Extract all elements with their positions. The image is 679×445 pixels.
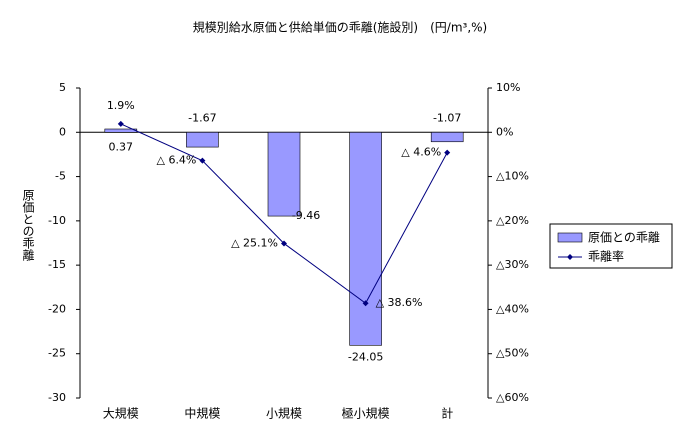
y2-tick-label: △10% (496, 170, 529, 183)
line-marker (199, 157, 206, 164)
bar-value-label: -9.46 (292, 209, 320, 222)
bar (186, 131, 219, 148)
line-value-label: △ 6.4% (156, 154, 196, 167)
line-value-label: △ 25.1% (231, 236, 278, 249)
y-tick-label: -25 (48, 347, 66, 360)
y-tick-label: 5 (59, 81, 66, 94)
line-value-label: 1.9% (107, 99, 135, 112)
y2-tick-label: 10% (496, 81, 520, 94)
y-tick-label: -5 (55, 170, 66, 183)
legend-box (549, 223, 673, 269)
x-tick-label: 計 (441, 406, 453, 421)
line-marker (444, 149, 451, 156)
y2-tick-label: 0% (496, 125, 513, 138)
y-axis-label: 原価との乖離 (21, 189, 35, 261)
y-tick-label: 0 (59, 125, 66, 138)
y2-tick-label: △40% (496, 302, 529, 315)
y-tick-label: -10 (48, 214, 66, 227)
legend-swatch (557, 232, 583, 243)
x-tick-label: 小規模 (266, 406, 302, 421)
bar (267, 131, 301, 217)
x-tick-label: 中規模 (184, 406, 220, 421)
legend-marker (567, 254, 573, 260)
y-tick-label: -30 (48, 391, 66, 404)
bar-value-label: -1.67 (188, 111, 216, 124)
bar-value-label: 0.37 (109, 140, 134, 153)
bar-value-label: -24.05 (348, 350, 383, 363)
line-marker (281, 240, 287, 247)
y2-tick-label: △30% (496, 258, 529, 271)
bar (104, 128, 138, 133)
chart-title: 規模別給水原価と供給単価の乖離(施設別) (円/m³,%) (193, 20, 488, 35)
legend-label: 乖離率 (588, 249, 624, 264)
legend-label: 原価との乖離 (588, 231, 660, 245)
line-value-label: △ 38.6% (376, 296, 423, 309)
bar (430, 131, 464, 143)
y2-tick-label: △50% (496, 347, 529, 360)
line-marker (362, 300, 369, 307)
line-value-label: △ 4.6% (401, 146, 441, 159)
y-tick-label: -15 (48, 258, 66, 271)
bar-value-label: -1.07 (433, 111, 461, 124)
y-tick-label: -20 (48, 302, 66, 315)
x-tick-label: 極小規模 (342, 406, 390, 421)
y2-tick-label: △20% (496, 214, 529, 227)
line-marker (117, 120, 124, 127)
x-tick-label: 大規模 (103, 406, 139, 421)
y2-tick-label: △60% (496, 391, 529, 404)
bar (349, 131, 382, 346)
